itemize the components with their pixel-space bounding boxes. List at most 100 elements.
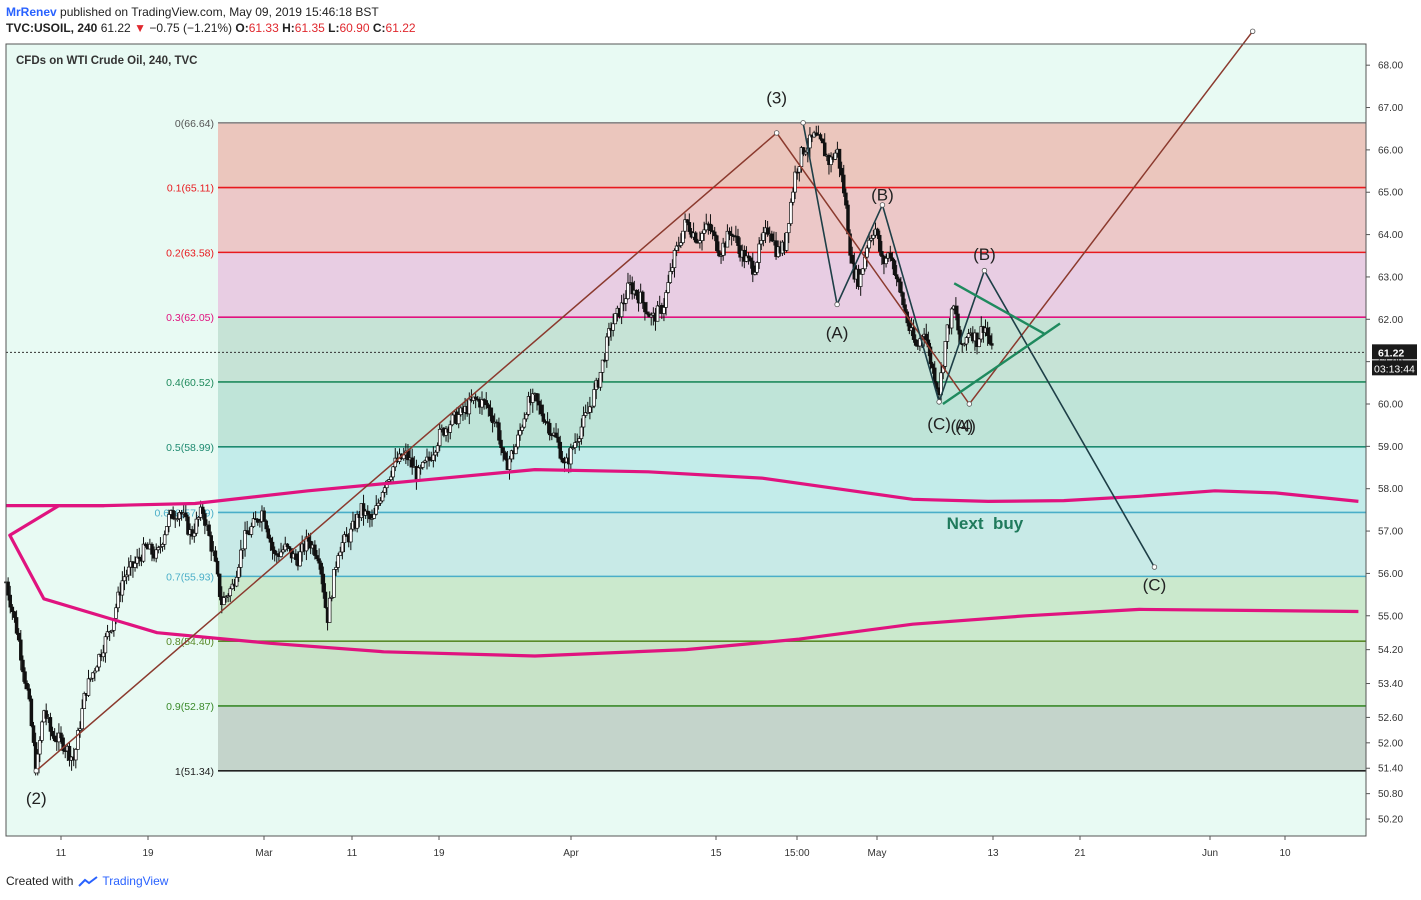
candle-body bbox=[175, 518, 180, 521]
candle-body bbox=[97, 654, 101, 668]
fib-level-label: 0.8(54.40) bbox=[166, 636, 214, 648]
candle-body bbox=[850, 254, 854, 264]
candle-body bbox=[374, 505, 378, 515]
candle-body bbox=[524, 414, 529, 420]
y-tick-label: 63.00 bbox=[1378, 272, 1403, 283]
candle-body bbox=[217, 573, 222, 597]
candle-body bbox=[241, 548, 245, 551]
candle-body bbox=[842, 174, 846, 194]
candle-body bbox=[27, 688, 32, 700]
fib-zone-9 bbox=[218, 705, 1366, 771]
drawing-anchor bbox=[981, 267, 988, 274]
candle-body bbox=[423, 460, 427, 463]
drawing-anchor bbox=[773, 130, 780, 136]
candle-body bbox=[19, 639, 23, 661]
plot-frame bbox=[5, 43, 1367, 837]
last-price: 61.22 bbox=[100, 21, 131, 35]
candle-body bbox=[581, 415, 586, 428]
candle-body bbox=[203, 513, 207, 526]
candle-body bbox=[10, 606, 15, 613]
down-arrow-icon: ▼ bbox=[134, 21, 146, 35]
candle-body bbox=[86, 678, 91, 696]
candle-body bbox=[88, 677, 93, 680]
candle-body bbox=[234, 576, 239, 587]
candle-body bbox=[924, 333, 929, 341]
candle-body bbox=[200, 506, 205, 514]
candle-body bbox=[239, 549, 243, 568]
y-tick-label: 50.80 bbox=[1378, 789, 1403, 800]
candle-body bbox=[207, 524, 211, 536]
candle-body bbox=[829, 156, 833, 165]
fib-level-label: 0(66.64) bbox=[175, 118, 214, 130]
candle-body bbox=[607, 328, 611, 338]
candle-body bbox=[880, 251, 884, 257]
candle-body bbox=[226, 595, 230, 598]
tradingview-link[interactable]: TradingView bbox=[77, 874, 168, 888]
candle-body bbox=[516, 434, 520, 448]
candle-body bbox=[784, 232, 789, 251]
candle-body bbox=[700, 233, 704, 241]
candle-body bbox=[541, 413, 546, 422]
publish-line: MrRenev published on TradingView.com, Ma… bbox=[6, 4, 416, 20]
candle-body bbox=[281, 549, 285, 553]
wave-label: (2) bbox=[26, 789, 47, 808]
candle-body bbox=[105, 631, 110, 638]
candle-body bbox=[133, 562, 137, 568]
symbol-label[interactable]: TVC:USOIL, 240 bbox=[6, 21, 98, 35]
y-tick-label: 55.00 bbox=[1378, 611, 1403, 622]
candle-body bbox=[141, 543, 146, 562]
candle-body bbox=[668, 271, 673, 283]
candle-body bbox=[890, 257, 895, 262]
candle-body bbox=[116, 591, 120, 609]
candle-body bbox=[107, 631, 112, 634]
x-tick-label: 10 bbox=[1279, 848, 1291, 859]
candle-body bbox=[848, 233, 852, 256]
candle-body bbox=[382, 487, 387, 493]
price-change: −0.75 (−1.21%) bbox=[149, 21, 233, 35]
candle-body bbox=[323, 591, 328, 608]
drawing-anchor bbox=[1249, 28, 1256, 34]
abc-correction-line bbox=[802, 122, 1156, 568]
candle-body bbox=[165, 526, 169, 536]
candle-body bbox=[349, 528, 353, 543]
candle-body bbox=[488, 407, 493, 417]
time-axis[interactable]: 11 19 Mar 11 19 Apr 15 15:00 May 13 21 Jun 10 bbox=[56, 836, 1291, 859]
candle-body bbox=[569, 447, 573, 465]
price-axis[interactable]: 68.0067.0066.0065.0064.0063.0062.0061.00… bbox=[1366, 61, 1403, 826]
drawing-anchor bbox=[879, 202, 886, 208]
candle-body bbox=[839, 167, 844, 176]
candle-body bbox=[262, 510, 266, 522]
candle-body bbox=[437, 429, 442, 447]
candle-body bbox=[562, 461, 567, 464]
candle-body bbox=[410, 457, 414, 468]
candle-body bbox=[571, 447, 575, 449]
candle-body bbox=[126, 566, 131, 576]
candle-body bbox=[875, 228, 880, 236]
candle-body bbox=[251, 518, 256, 527]
y-tick-label: 57.00 bbox=[1378, 527, 1403, 538]
candle-body bbox=[649, 314, 653, 318]
candle-body bbox=[209, 535, 213, 552]
candle-body bbox=[674, 245, 679, 251]
candle-body bbox=[801, 147, 806, 155]
candle-body bbox=[911, 327, 916, 340]
candle-body bbox=[503, 452, 508, 460]
elliott-trend-line bbox=[35, 30, 1254, 772]
candle-body bbox=[391, 466, 395, 478]
y-tick-label: 54.20 bbox=[1378, 645, 1403, 656]
candle-body bbox=[729, 233, 734, 236]
fib-level-label: 0.1(65.11) bbox=[167, 183, 214, 195]
candle-body bbox=[450, 414, 455, 426]
candle-body bbox=[672, 250, 677, 269]
candle-body bbox=[641, 291, 645, 303]
candle-body bbox=[814, 132, 819, 136]
candle-body bbox=[721, 242, 725, 256]
drawing-tools bbox=[33, 28, 1256, 774]
author-link[interactable]: MrRenev bbox=[6, 5, 57, 19]
next-buy-annotation: Next buy bbox=[947, 514, 1024, 533]
candle-body bbox=[624, 298, 628, 304]
candle-body bbox=[685, 219, 689, 223]
candle-body bbox=[537, 400, 541, 406]
low-value: 60.90 bbox=[339, 21, 370, 35]
